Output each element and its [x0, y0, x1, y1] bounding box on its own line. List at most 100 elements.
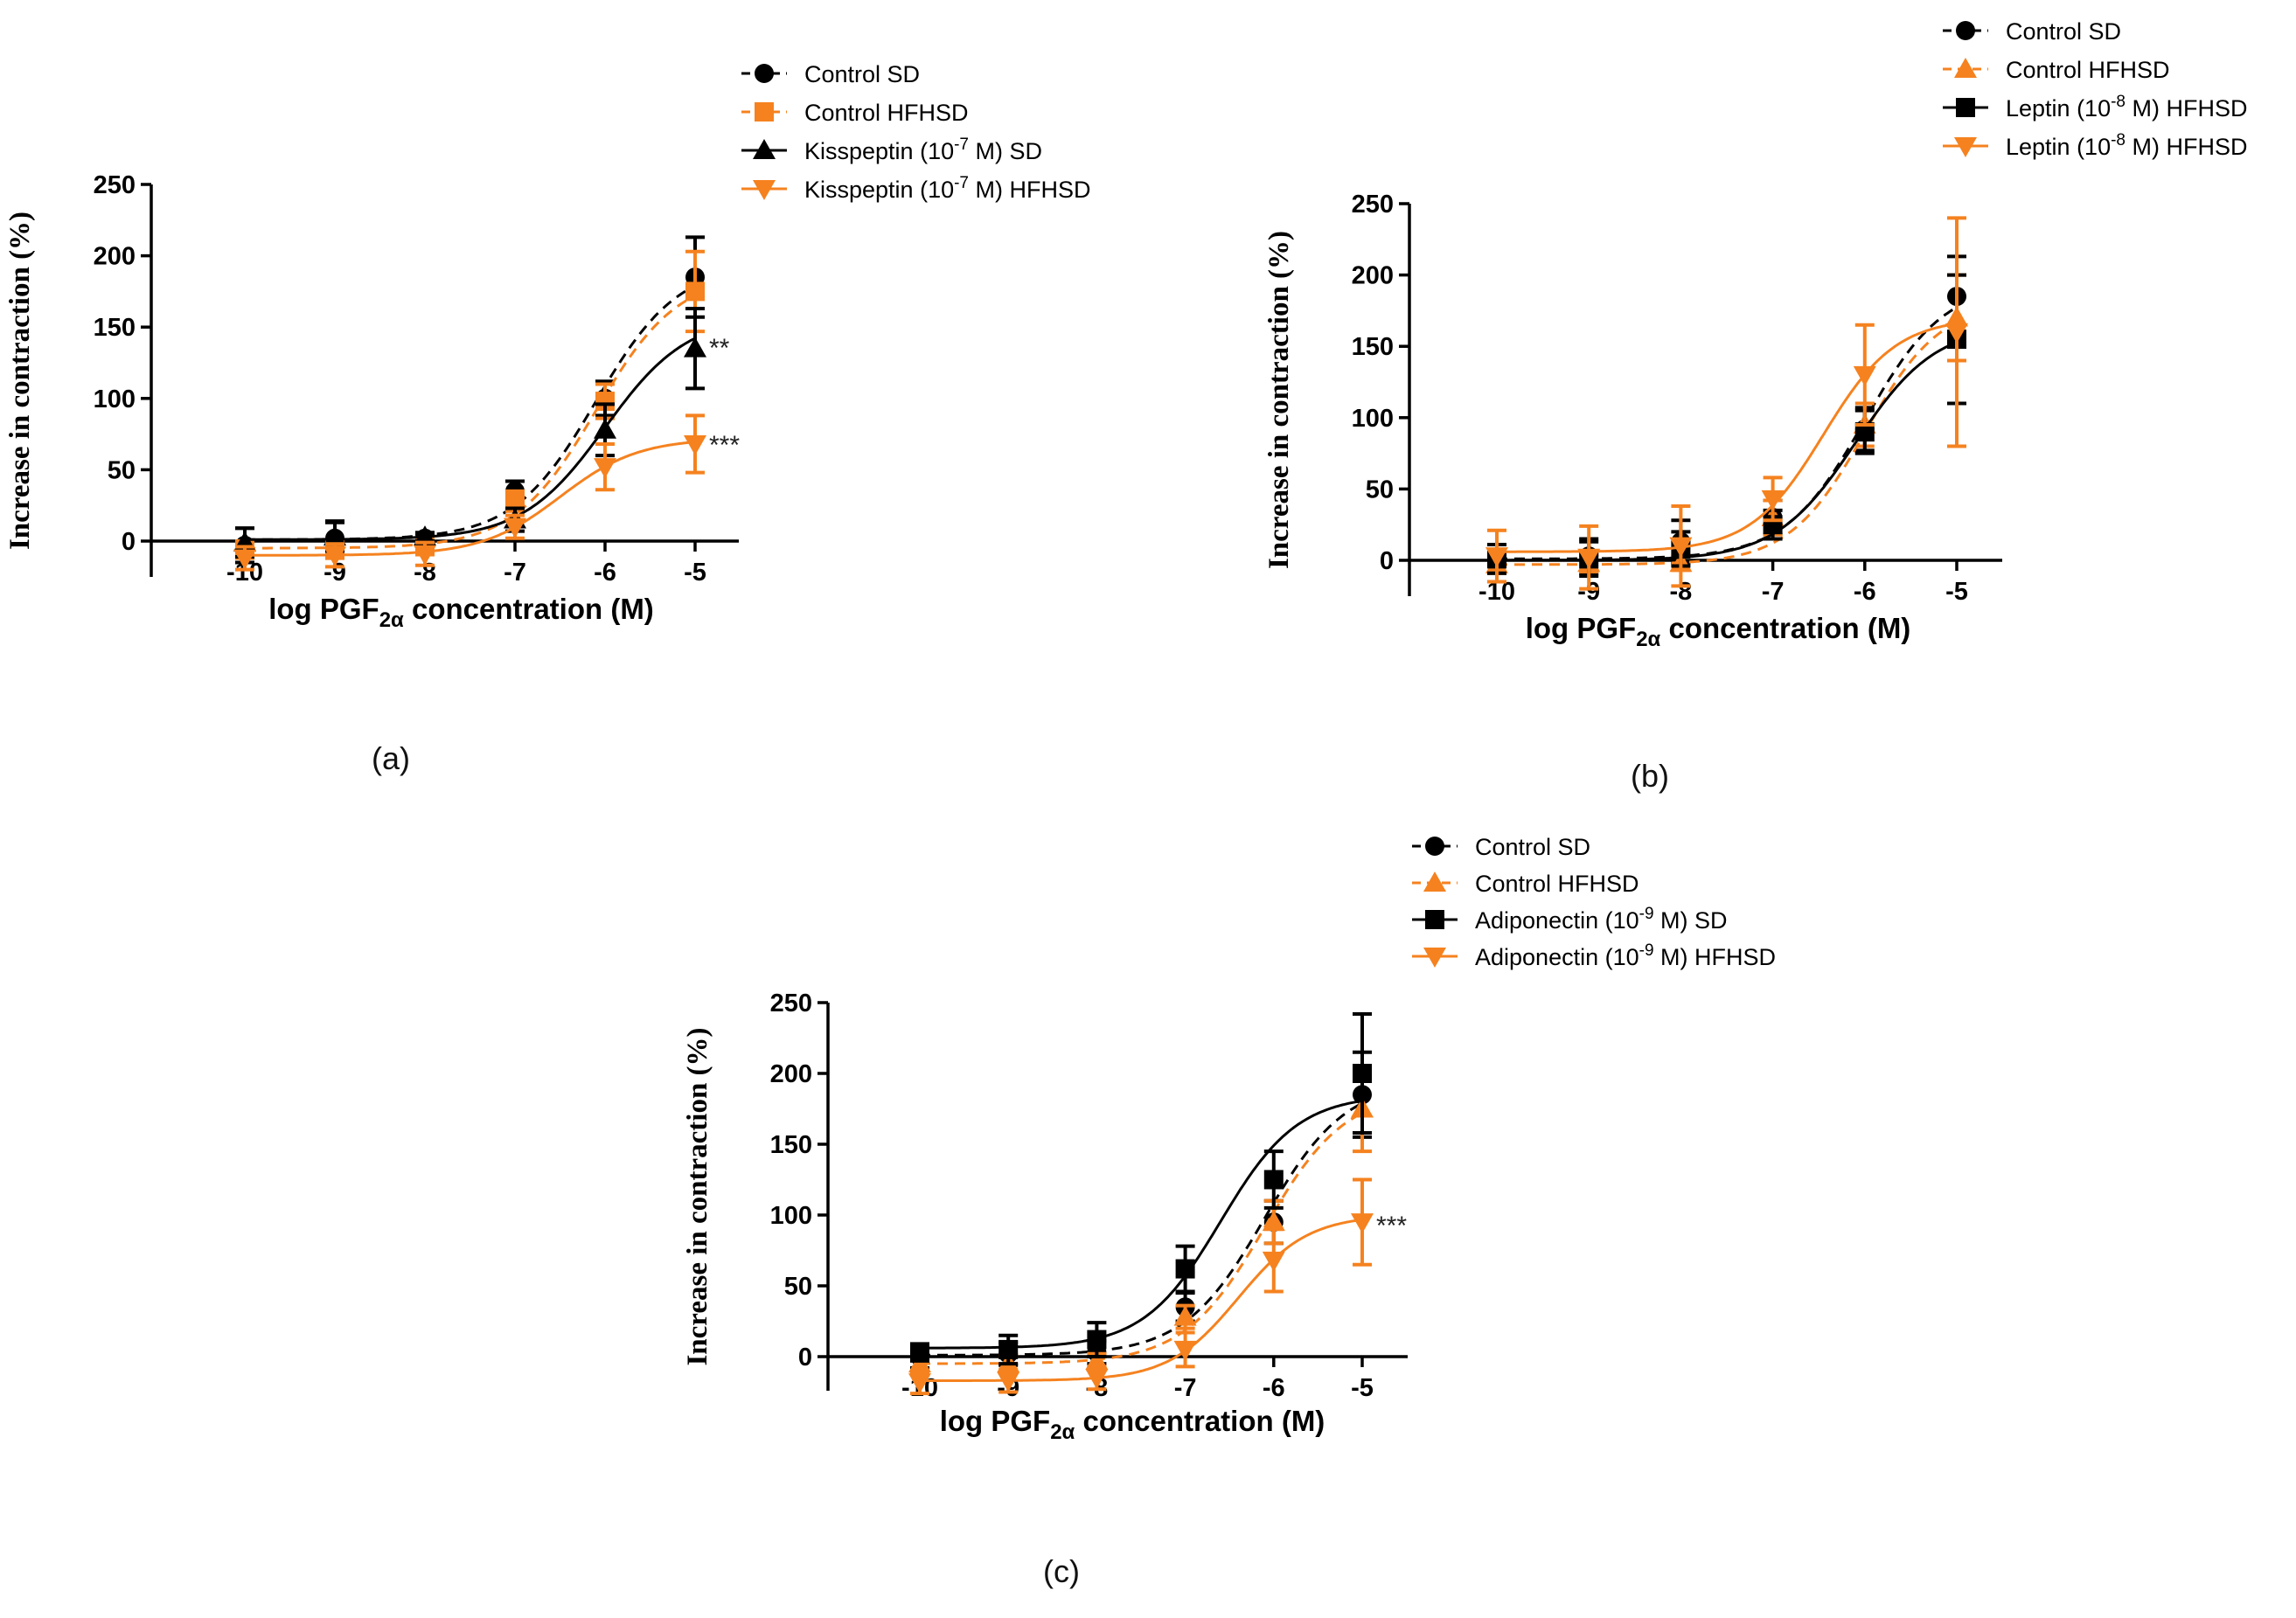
- series-curve: [245, 337, 696, 541]
- data-point: [414, 525, 436, 546]
- y-tick-label: 0: [1380, 547, 1394, 575]
- data-point: [1353, 1064, 1372, 1083]
- y-tick-label: 0: [122, 528, 136, 556]
- significance-mark: ***: [1376, 1212, 1407, 1240]
- legend-marker: [1423, 871, 1446, 892]
- panel-label: (a): [372, 740, 410, 776]
- series-4: [908, 1177, 1374, 1396]
- series-curve: [920, 1101, 1363, 1357]
- series-curve: [1497, 306, 1958, 560]
- data-point: [1173, 1340, 1197, 1361]
- y-tick-label: 150: [770, 1131, 812, 1159]
- series-curve: [245, 294, 696, 550]
- y-tick-label: 100: [770, 1202, 812, 1230]
- data-point: [233, 549, 256, 570]
- data-point: [1263, 1170, 1284, 1190]
- x-axis-label: log PGF2α concentration (M): [940, 1405, 1325, 1444]
- legend-marker: [753, 180, 776, 200]
- legend-marker: [753, 139, 776, 159]
- data-point: [1262, 1251, 1285, 1272]
- legend-label: Control SD: [2006, 18, 2121, 45]
- series-2: [235, 249, 705, 560]
- legend-label: Control HFHSD: [1475, 871, 1639, 897]
- legend-label: Control SD: [804, 61, 920, 87]
- data-point: [1085, 1349, 1109, 1370]
- x-tick-label: -7: [504, 559, 526, 587]
- y-tick-label: 150: [94, 314, 136, 342]
- legend-label: Leptin (10-8 M) HFHSD: [2006, 93, 2247, 122]
- data-point: [1761, 490, 1785, 510]
- data-point: [1262, 1211, 1285, 1232]
- data-point: [594, 458, 616, 479]
- data-point: [910, 1343, 929, 1363]
- data-point: [1669, 537, 1693, 558]
- series-curve: [920, 1218, 1363, 1382]
- y-tick-label: 250: [770, 990, 812, 1017]
- y-axis-label: Increase in contraction (%): [4, 212, 36, 550]
- data-point: [1485, 547, 1508, 568]
- legend-marker: [1956, 98, 1975, 117]
- data-point: [685, 281, 705, 302]
- y-axis-label: Increase in contraction (%): [1263, 231, 1295, 569]
- legend-label: Control SD: [1475, 834, 1590, 860]
- series-curve: [245, 284, 696, 541]
- y-tick-label: 250: [94, 171, 136, 199]
- series-3: [233, 306, 706, 559]
- series-curve: [245, 441, 696, 557]
- series-4: [1485, 216, 1968, 591]
- series-curve: [1497, 321, 1958, 566]
- series-2: [908, 1064, 1374, 1374]
- data-point: [1351, 1213, 1374, 1234]
- series-3: [1487, 273, 1966, 578]
- data-point: [1087, 1330, 1107, 1350]
- x-tick-label: -5: [1351, 1374, 1374, 1402]
- data-point: [997, 1371, 1020, 1392]
- panel-label: (c): [1043, 1553, 1080, 1589]
- legend-label: Control HFHSD: [804, 100, 969, 126]
- data-point: [324, 525, 346, 546]
- data-point: [998, 1339, 1019, 1359]
- legend-marker: [755, 102, 774, 122]
- data-point: [595, 392, 615, 412]
- data-point: [684, 435, 706, 456]
- data-point: [1853, 365, 1876, 386]
- series-2: [1485, 273, 1968, 575]
- data-point: [1175, 1259, 1195, 1279]
- series-curve: [1497, 322, 1958, 553]
- x-tick-label: -5: [684, 559, 706, 587]
- legend-marker: [1425, 837, 1444, 856]
- data-point: [505, 491, 525, 511]
- legend: Control SD Control HFHSD Adiponectin (10-9…: [1412, 834, 1776, 970]
- data-point: [1945, 323, 1968, 344]
- legend-label: Adiponectin (10-9 M) SD: [1475, 905, 1728, 934]
- y-tick-label: 200: [770, 1060, 812, 1088]
- y-tick-label: 50: [108, 456, 136, 484]
- y-tick-label: 200: [94, 243, 136, 271]
- panel-label: (b): [1631, 758, 1669, 794]
- data-point: [324, 546, 346, 567]
- series-1: [1487, 254, 1966, 575]
- y-tick-label: 250: [1352, 191, 1394, 219]
- series-curve: [1497, 341, 1958, 562]
- series-1: [235, 235, 705, 565]
- legend-label: Adiponectin (10-9 M) HFHSD: [1475, 941, 1776, 970]
- y-tick-label: 150: [1352, 333, 1394, 361]
- series-3: [910, 1011, 1372, 1366]
- legend-marker: [1423, 948, 1446, 968]
- legend-marker: [1954, 58, 1977, 78]
- legend: Control SD Control HFHSD Leptin (10-8 M) H…: [1943, 18, 2247, 160]
- series-curve: [920, 1099, 1363, 1350]
- legend-marker: [755, 64, 774, 83]
- legend-label: Control HFHSD: [2006, 57, 2170, 83]
- y-tick-label: 0: [798, 1344, 812, 1371]
- legend-marker: [1425, 910, 1444, 929]
- x-axis-label: log PGF2α concentration (M): [1526, 612, 1911, 651]
- data-point: [594, 418, 616, 439]
- x-tick-label: -6: [1854, 578, 1876, 606]
- x-tick-label: -7: [1762, 578, 1785, 606]
- x-tick-label: -5: [1945, 578, 1968, 606]
